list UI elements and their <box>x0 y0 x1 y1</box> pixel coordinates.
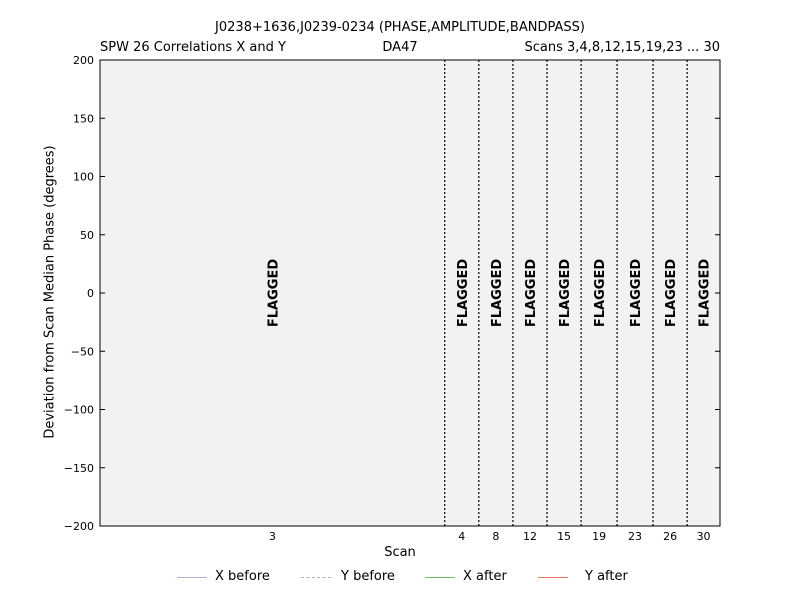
flagged-label: FLAGGED <box>664 259 679 327</box>
x-tick-label: 19 <box>592 530 606 543</box>
y-tick-label: 0 <box>87 287 94 300</box>
x-tick-label: 3 <box>269 530 276 543</box>
y-tick-label: 50 <box>80 229 94 242</box>
chart-subtitle-spw: SPW 26 Correlations X and Y <box>100 40 286 55</box>
chart-subtitle-scans: Scans 3,4,8,12,15,19,23 ... 30 <box>524 40 721 55</box>
legend-label-y-before: Y before <box>341 569 395 584</box>
plot-area <box>100 60 720 526</box>
x-axis-label: Scan <box>384 545 416 560</box>
plot-frame <box>99 59 721 527</box>
y-tick-label: −50 <box>71 345 94 358</box>
chart-subtitle-antenna: DA47 <box>382 40 418 55</box>
y-axis-label: Deviation from Scan Median Phase (degree… <box>42 145 58 439</box>
x-tick-label: 8 <box>492 530 499 543</box>
y-tick-label: −150 <box>64 462 94 475</box>
flagged-label: FLAGGED <box>266 259 281 327</box>
legend-label-y-after: Y after <box>585 569 628 584</box>
y-tick-label: 150 <box>73 112 94 125</box>
y-tick-label: −200 <box>64 520 94 533</box>
flagged-label: FLAGGED <box>524 259 539 327</box>
y-tick-label: 100 <box>73 171 94 184</box>
flagged-label: FLAGGED <box>629 259 644 327</box>
legend-swatch-x-before <box>177 577 207 578</box>
flagged-label: FLAGGED <box>593 259 608 327</box>
legend-swatch-y-before <box>301 577 331 578</box>
y-tick-label: 200 <box>73 54 94 67</box>
x-tick-label: 15 <box>557 530 571 543</box>
x-tick-label: 26 <box>663 530 677 543</box>
flagged-label: FLAGGED <box>558 259 573 327</box>
flagged-label: FLAGGED <box>490 259 505 327</box>
x-tick-label: 23 <box>628 530 642 543</box>
x-tick-label: 30 <box>697 530 711 543</box>
flagged-label: FLAGGED <box>698 259 713 327</box>
x-tick-label: 4 <box>458 530 465 543</box>
y-tick-label: −100 <box>64 404 94 417</box>
flagged-label: FLAGGED <box>456 259 471 327</box>
legend: X before Y before X after Y after <box>0 568 800 588</box>
legend-label-x-after: X after <box>463 569 507 584</box>
x-tick-label: 12 <box>523 530 537 543</box>
legend-swatch-x-after <box>425 577 455 578</box>
legend-label-x-before: X before <box>215 569 270 584</box>
legend-swatch-y-after <box>538 577 568 578</box>
chart-title: J0238+1636,J0239-0234 (PHASE,AMPLITUDE,B… <box>215 20 585 35</box>
